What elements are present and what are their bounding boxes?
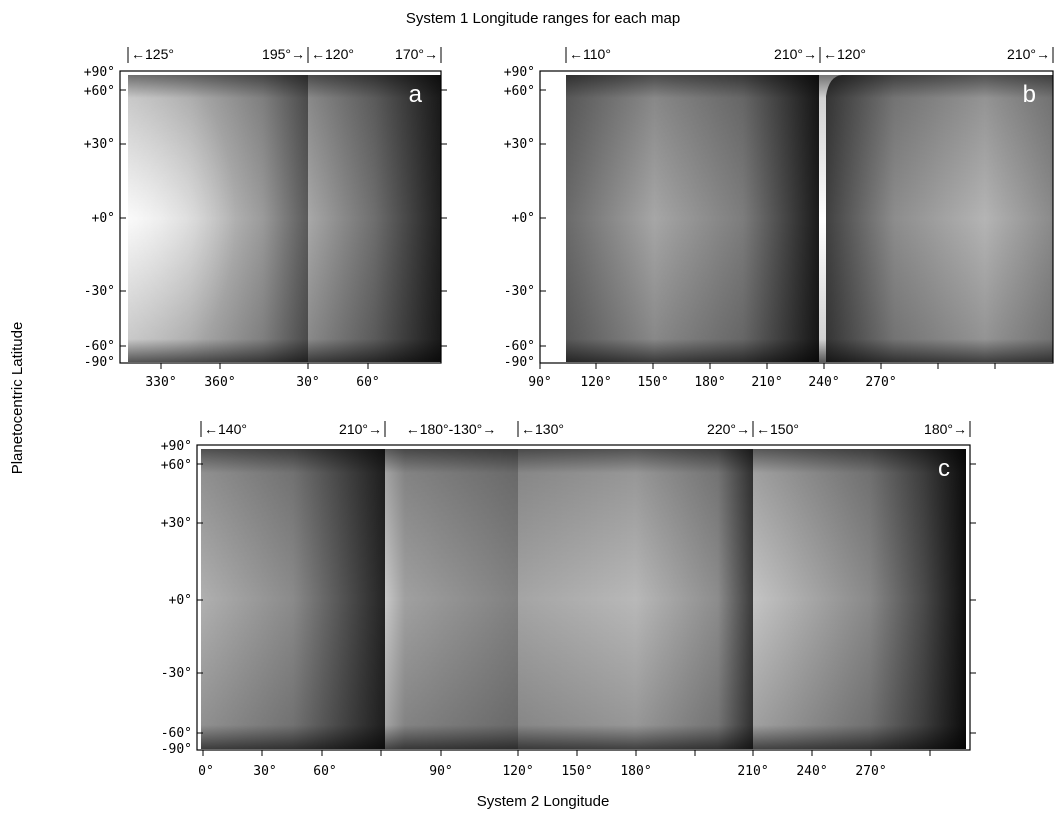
panel-c-range-3-start: ←130° bbox=[521, 421, 564, 437]
panel-c-range-1: ←140° 210°→ bbox=[200, 421, 386, 437]
svg-text:-30°: -30° bbox=[161, 666, 192, 681]
svg-text:+30°: +30° bbox=[84, 137, 115, 152]
svg-text:+90°: +90° bbox=[84, 65, 115, 80]
svg-text:0°: 0° bbox=[198, 764, 214, 779]
svg-text:210°: 210° bbox=[751, 375, 782, 390]
svg-text:360°: 360° bbox=[204, 375, 235, 390]
panel-a-range-1-start: ←125° bbox=[131, 46, 174, 62]
panel-c-range-1-start: ←140° bbox=[204, 421, 247, 437]
svg-text:90°: 90° bbox=[429, 764, 452, 779]
svg-text:-30°: -30° bbox=[84, 284, 115, 299]
svg-text:30°: 30° bbox=[253, 764, 276, 779]
panel-a-range-2-start: ←120° bbox=[311, 46, 354, 62]
panel-c-letter: c bbox=[938, 455, 950, 482]
svg-text:-90°: -90° bbox=[504, 355, 535, 370]
panel-c-range-2: ←180°-130°→ bbox=[406, 421, 519, 437]
svg-text:+60°: +60° bbox=[84, 84, 115, 99]
svg-text:-60°: -60° bbox=[84, 339, 115, 354]
panel-c-range-3-end: 220°→ bbox=[707, 421, 750, 437]
panel-b-lat-ticks: +90° +60° +30° +0° -30° -60° -90° bbox=[504, 65, 546, 370]
panel-a-range-1: ←125° 195°→ bbox=[127, 46, 309, 63]
panel-c-range-3: ←130° 220°→ bbox=[521, 421, 754, 437]
svg-text:240°: 240° bbox=[796, 764, 827, 779]
panel-c-lat-ticks: +90° +60° +30° +0° -30° -60° -90° bbox=[161, 439, 976, 757]
panel-b-range-2: ←120° 210°→ bbox=[823, 46, 1054, 63]
svg-text:270°: 270° bbox=[865, 375, 896, 390]
panel-b-range-1-start: ←110° bbox=[569, 46, 611, 62]
panel-b-letter: b bbox=[1023, 81, 1036, 108]
panel-c-range-4: ←150° 180°→ bbox=[756, 421, 971, 437]
svg-text:+0°: +0° bbox=[512, 211, 535, 226]
panel-c-range-2-label: ←180°-130°→ bbox=[406, 421, 497, 437]
panel-b-frame bbox=[539, 70, 1054, 364]
panel-c-range-1-end: 210°→ bbox=[339, 421, 382, 437]
svg-text:+90°: +90° bbox=[161, 439, 192, 454]
panel-a-range-1-end: 195°→ bbox=[262, 46, 305, 62]
panel-b-range-2-end: 210°→ bbox=[1007, 46, 1050, 62]
svg-text:+30°: +30° bbox=[504, 137, 535, 152]
panel-b-pole-shade bbox=[566, 75, 1053, 362]
panel-a-pole-shade bbox=[128, 75, 441, 362]
svg-text:60°: 60° bbox=[313, 764, 336, 779]
svg-text:150°: 150° bbox=[637, 375, 668, 390]
svg-text:120°: 120° bbox=[580, 375, 611, 390]
panel-a-lat-ticks: +90° +60° +30° +0° -30° -60° -90° bbox=[84, 65, 447, 370]
svg-text:90°: 90° bbox=[528, 375, 551, 390]
svg-text:-60°: -60° bbox=[161, 726, 192, 741]
svg-text:180°: 180° bbox=[620, 764, 651, 779]
panel-a: a ←125° 195°→ ←120° 170°→ +90° +60° +30°… bbox=[84, 46, 447, 390]
panel-b-range-1-end: 210°→ bbox=[774, 46, 817, 62]
svg-text:+30°: +30° bbox=[161, 516, 192, 531]
svg-text:+0°: +0° bbox=[169, 593, 192, 608]
svg-text:+90°: +90° bbox=[504, 65, 535, 80]
svg-text:-60°: -60° bbox=[504, 339, 535, 354]
panel-c-range-4-end: 180°→ bbox=[924, 421, 967, 437]
panel-c-frame bbox=[196, 444, 971, 751]
svg-text:270°: 270° bbox=[855, 764, 886, 779]
panel-b-lon-ticks: 90° 120° 150° 180° 210° 240° 270° bbox=[528, 363, 996, 390]
panel-a-frame bbox=[119, 70, 442, 364]
y-axis-label: Planetocentric Latitude bbox=[9, 322, 26, 475]
panel-a-range-2: ←120° 170°→ bbox=[311, 46, 442, 63]
svg-text:-30°: -30° bbox=[504, 284, 535, 299]
svg-text:+60°: +60° bbox=[504, 84, 535, 99]
panel-b-range-2-start: ←120° bbox=[823, 46, 866, 62]
panel-b-range-1: ←110° 210°→ bbox=[565, 46, 821, 63]
svg-text:60°: 60° bbox=[356, 375, 379, 390]
figure-title: System 1 Longitude ranges for each map bbox=[406, 10, 680, 27]
svg-text:+60°: +60° bbox=[161, 458, 192, 473]
panel-c-range-4-start: ←150° bbox=[756, 421, 799, 437]
panel-a-range-2-end: 170°→ bbox=[395, 46, 438, 62]
panel-b: b ←110° 210°→ ←120° 210°→ +90° +60° +30°… bbox=[504, 46, 1054, 390]
svg-text:30°: 30° bbox=[296, 375, 319, 390]
svg-text:240°: 240° bbox=[808, 375, 839, 390]
panel-c: c ←140° 210°→ ←180°-130°→ ←130° 220°→ ←1… bbox=[161, 421, 976, 779]
svg-text:+0°: +0° bbox=[92, 211, 115, 226]
panel-c-pole-shade bbox=[201, 449, 966, 749]
svg-text:150°: 150° bbox=[561, 764, 592, 779]
x-axis-label: System 2 Longitude bbox=[477, 793, 610, 810]
svg-text:330°: 330° bbox=[145, 375, 176, 390]
svg-text:120°: 120° bbox=[502, 764, 533, 779]
panel-a-lon-ticks: 330° 360° 30° 60° bbox=[145, 363, 380, 390]
svg-text:-90°: -90° bbox=[84, 355, 115, 370]
svg-text:-90°: -90° bbox=[161, 742, 192, 757]
panel-c-lon-ticks: 0° 30° 60° 90° 120° 150° 180° 210° 240° … bbox=[198, 750, 931, 779]
panel-a-letter: a bbox=[409, 81, 423, 108]
svg-text:210°: 210° bbox=[737, 764, 768, 779]
svg-text:180°: 180° bbox=[694, 375, 725, 390]
